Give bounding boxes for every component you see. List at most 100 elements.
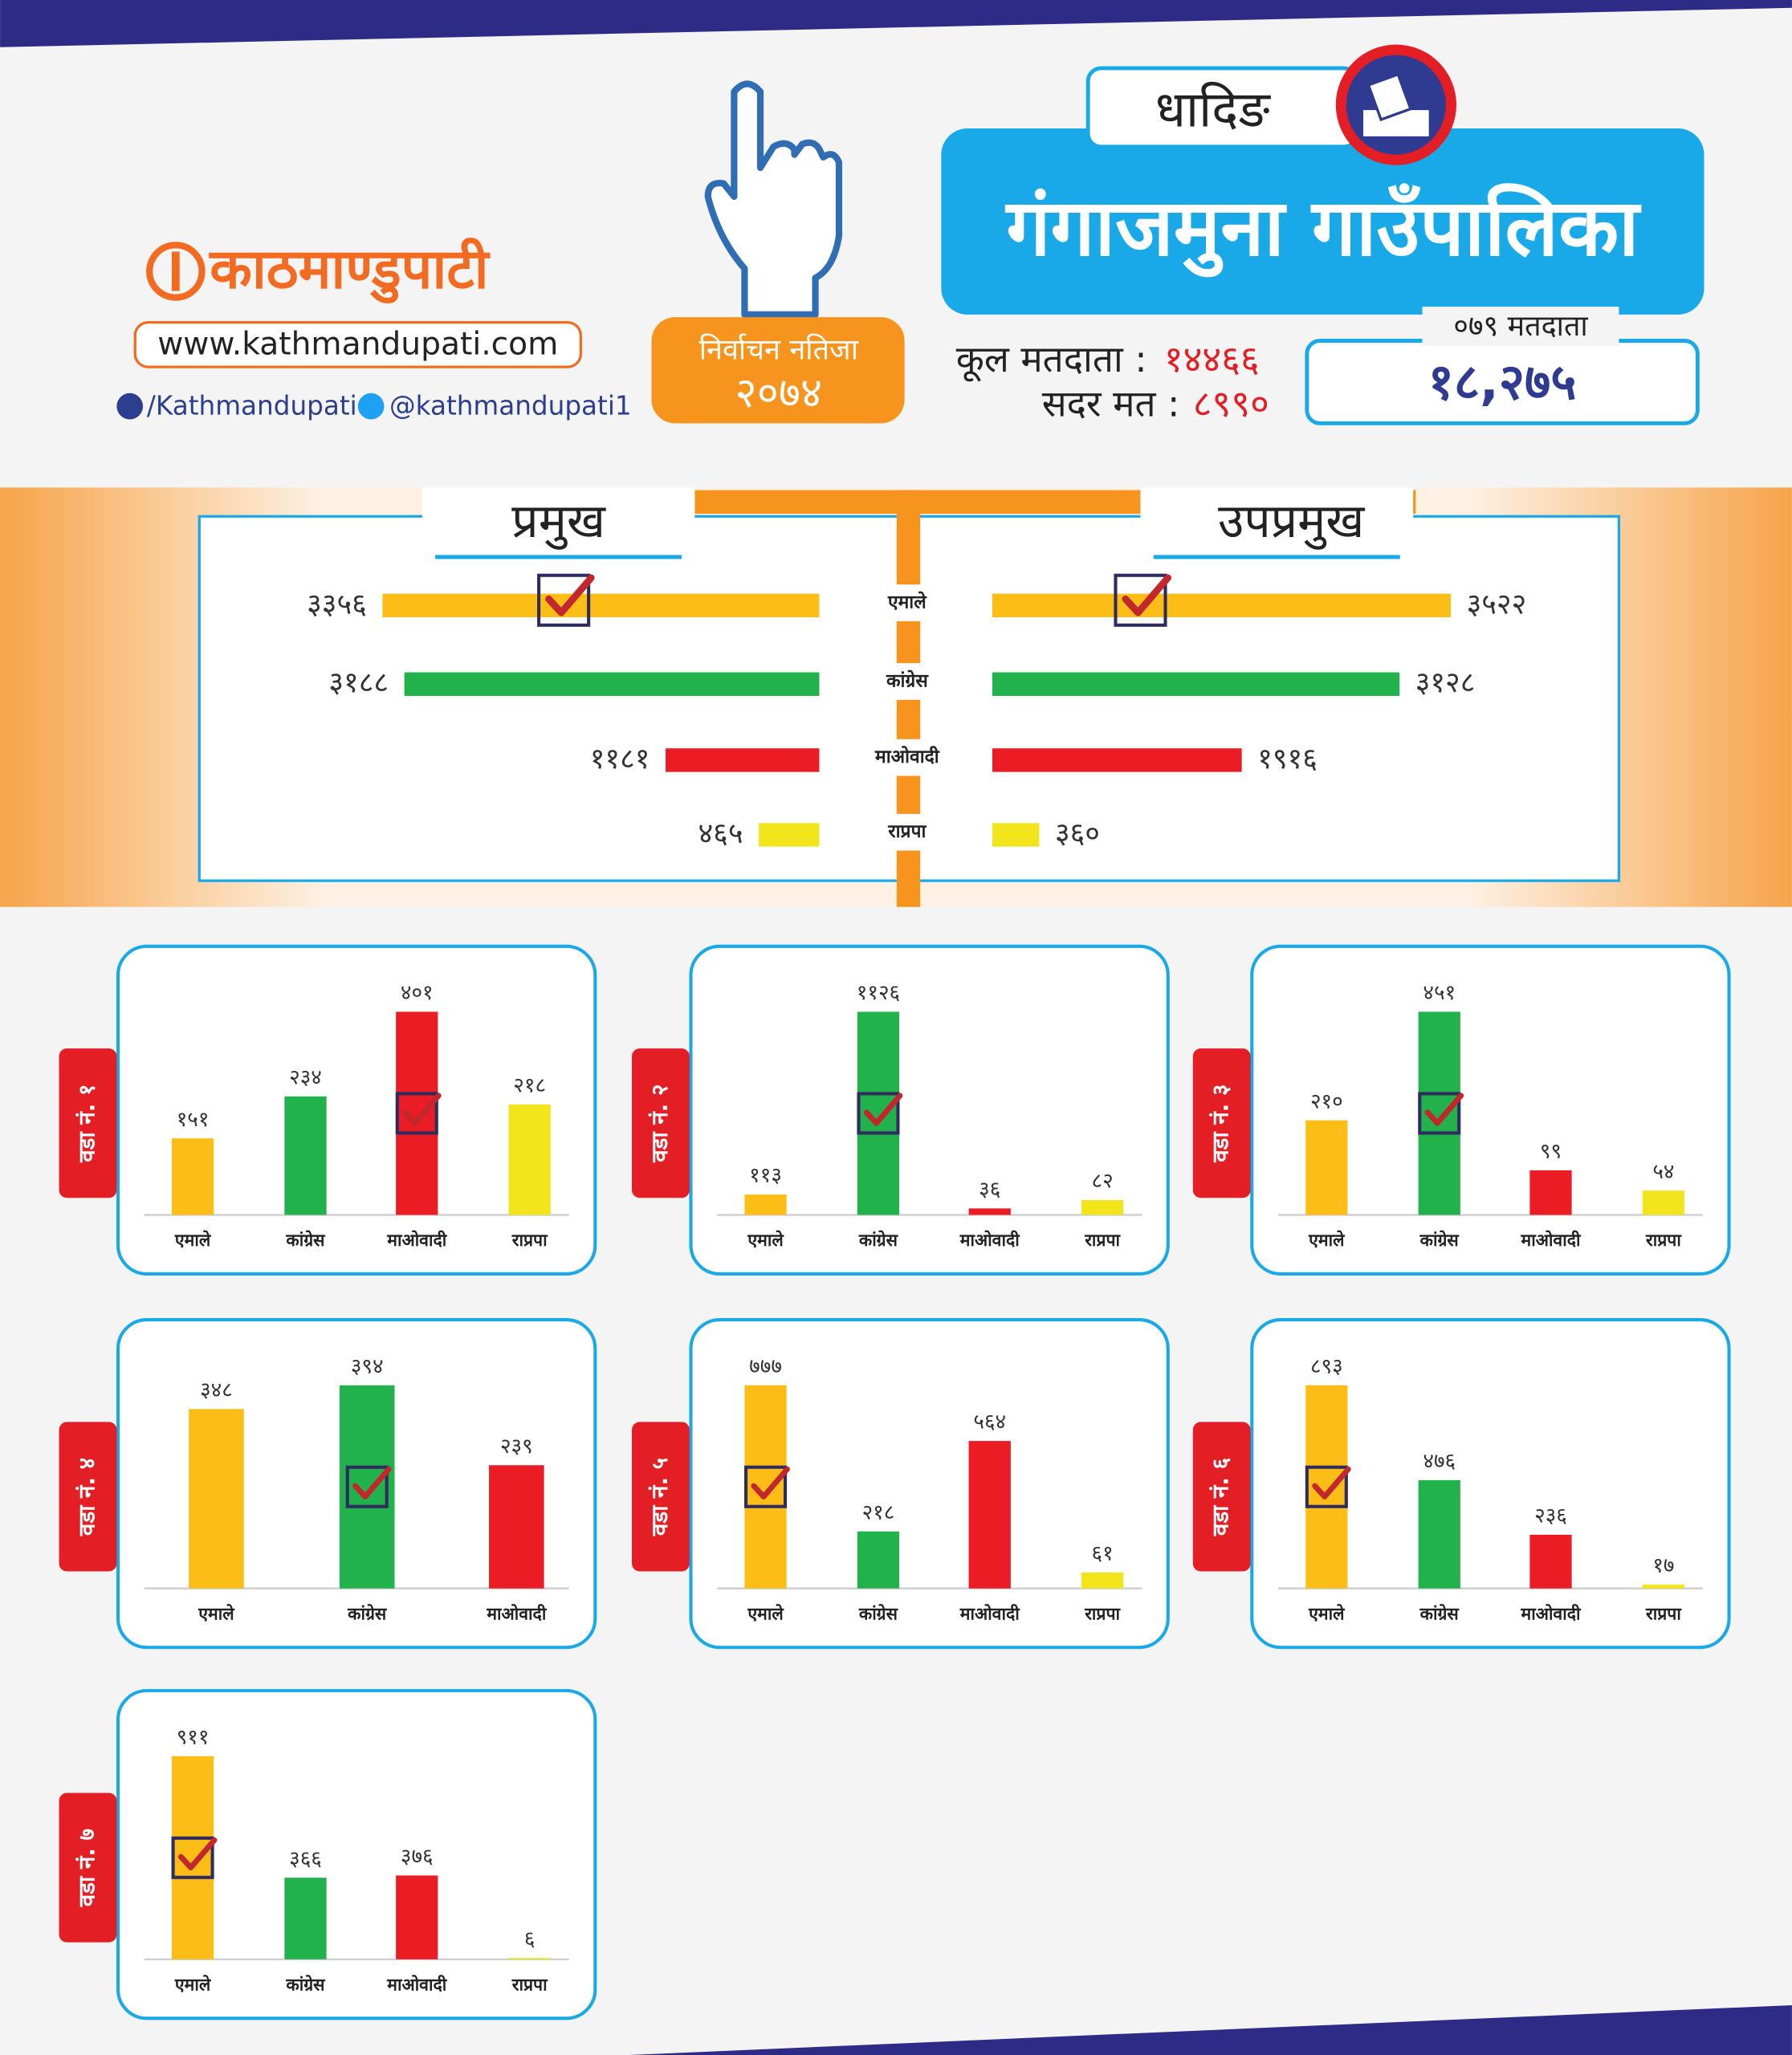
bar <box>1081 1572 1124 1589</box>
ward-tab <box>59 1422 117 1572</box>
voters-079-label-bg <box>1422 307 1619 347</box>
x-tick-label: कांग्रेस <box>858 1603 899 1624</box>
bar <box>744 1385 787 1589</box>
bar <box>857 1531 900 1589</box>
chart-frame <box>116 944 597 1276</box>
value-label: १९१६ <box>1257 743 1318 775</box>
bar <box>992 672 1400 696</box>
bar <box>508 1958 551 1959</box>
value-label: २१८ <box>862 1500 895 1524</box>
ward-tab <box>59 1793 117 1943</box>
value-label: ३६६ <box>289 1847 322 1871</box>
badge-title: निर्वाचन नतिजा <box>699 333 859 367</box>
x-tick-label: माओवादी <box>386 1230 447 1251</box>
x-tick-label: माओवादी <box>386 1974 447 1995</box>
category-label: कांग्रेस <box>886 669 929 691</box>
chart-title: वडा नं. ६ <box>1208 1458 1234 1536</box>
x-tick-label: कांग्रेस <box>347 1603 388 1624</box>
municipality-name: गंगाजमुना गाउँपालिका <box>1004 182 1642 277</box>
chart-frame <box>689 944 1170 1276</box>
winner-check <box>395 1092 438 1135</box>
winner-check <box>863 1093 903 1126</box>
chart-frame <box>689 1318 1170 1650</box>
url-box <box>133 321 582 368</box>
ward-tab <box>1192 1422 1251 1572</box>
x-tick-label: कांग्रेस <box>858 1230 899 1251</box>
bar <box>489 1465 544 1589</box>
value-label: ८२ <box>1092 1170 1114 1194</box>
x-tick-label: माओवादी <box>959 1230 1020 1251</box>
x-tick-label: माओवादी <box>959 1603 1020 1624</box>
category-box <box>857 813 957 851</box>
bar <box>857 1011 900 1215</box>
series-name: प्रमुख <box>511 493 606 550</box>
bar <box>404 672 820 696</box>
valid-votes-label: सदर मत : <box>1042 383 1180 425</box>
value-label: ३६ <box>979 1178 1000 1202</box>
ward-tab <box>1192 1048 1251 1198</box>
valid-votes: ८९९० <box>1193 383 1269 425</box>
x-tick-label: कांग्रेस <box>285 1230 326 1251</box>
bar <box>744 1194 787 1215</box>
voters-079: १८,२७५ <box>1428 352 1577 411</box>
logo-icon <box>146 242 206 301</box>
series-tab <box>1140 487 1414 556</box>
chart-title: वडा नं. २ <box>646 1084 673 1163</box>
winner-check <box>537 573 591 627</box>
winner-check <box>345 1465 389 1508</box>
x-tick-label: एमाले <box>198 1603 235 1624</box>
bar <box>508 1104 551 1215</box>
x-tick-label: माओवादी <box>486 1603 547 1624</box>
value-label: ३६० <box>1055 817 1100 850</box>
bar <box>396 1011 438 1215</box>
bar <box>396 1875 438 1959</box>
brand-url: www.kathmandupati.com <box>157 327 558 363</box>
winner-check <box>1418 1092 1461 1135</box>
x-tick-label: राप्रपा <box>511 1231 548 1251</box>
bar <box>759 823 820 847</box>
bar <box>666 748 820 772</box>
category-label: एमाले <box>887 592 927 613</box>
brand-name: काठमाण्डुपाटी <box>208 238 491 304</box>
bar <box>1529 1534 1572 1589</box>
value-label: २१० <box>1310 1089 1343 1113</box>
total-voters: १४४६६ <box>1164 338 1260 380</box>
winner-check <box>545 574 595 616</box>
value-label: ३७६ <box>401 1845 434 1869</box>
value-label: ३४८ <box>200 1378 233 1402</box>
bar <box>992 593 1451 617</box>
category-box <box>857 584 957 621</box>
bar <box>189 1409 244 1589</box>
twitter-icon <box>357 393 385 420</box>
winner-check <box>1312 1466 1351 1500</box>
bar <box>171 1756 214 1959</box>
value-label: १७ <box>1652 1554 1674 1578</box>
value-label: ३१२८ <box>1415 666 1476 699</box>
category-label: माओवादी <box>874 746 940 767</box>
winner-check <box>857 1092 900 1135</box>
value-label: ४५१ <box>1423 981 1456 1005</box>
chart-title: वडा नं. ५ <box>646 1458 673 1536</box>
value-label: ८९३ <box>1310 1354 1343 1378</box>
value-label: ३३५६ <box>307 588 367 621</box>
x-tick-label: एमाले <box>747 1230 784 1251</box>
x-tick-label: राप्रपा <box>511 1975 548 1995</box>
winner-check <box>1424 1093 1464 1126</box>
badge-year: २०७४ <box>735 369 823 417</box>
value-label: ११३ <box>749 1164 782 1188</box>
x-tick-label: एमाले <box>747 1603 784 1624</box>
bar <box>1081 1200 1124 1215</box>
voters-079-label: ०७९ मतदाता <box>1453 310 1588 343</box>
x-tick-label: एमाले <box>1308 1603 1346 1624</box>
chart-frame <box>116 1689 597 2020</box>
bar <box>1418 1011 1460 1215</box>
facebook-icon <box>116 393 144 420</box>
value-label: ४६५ <box>698 817 743 850</box>
winner-check <box>1122 574 1171 616</box>
bar <box>284 1096 327 1215</box>
x-tick-label: एमाले <box>174 1230 212 1251</box>
chart-title: वडा नं. ७ <box>73 1829 100 1907</box>
value-label: ४७६ <box>1423 1450 1456 1474</box>
x-tick-label: एमाले <box>1308 1230 1346 1251</box>
